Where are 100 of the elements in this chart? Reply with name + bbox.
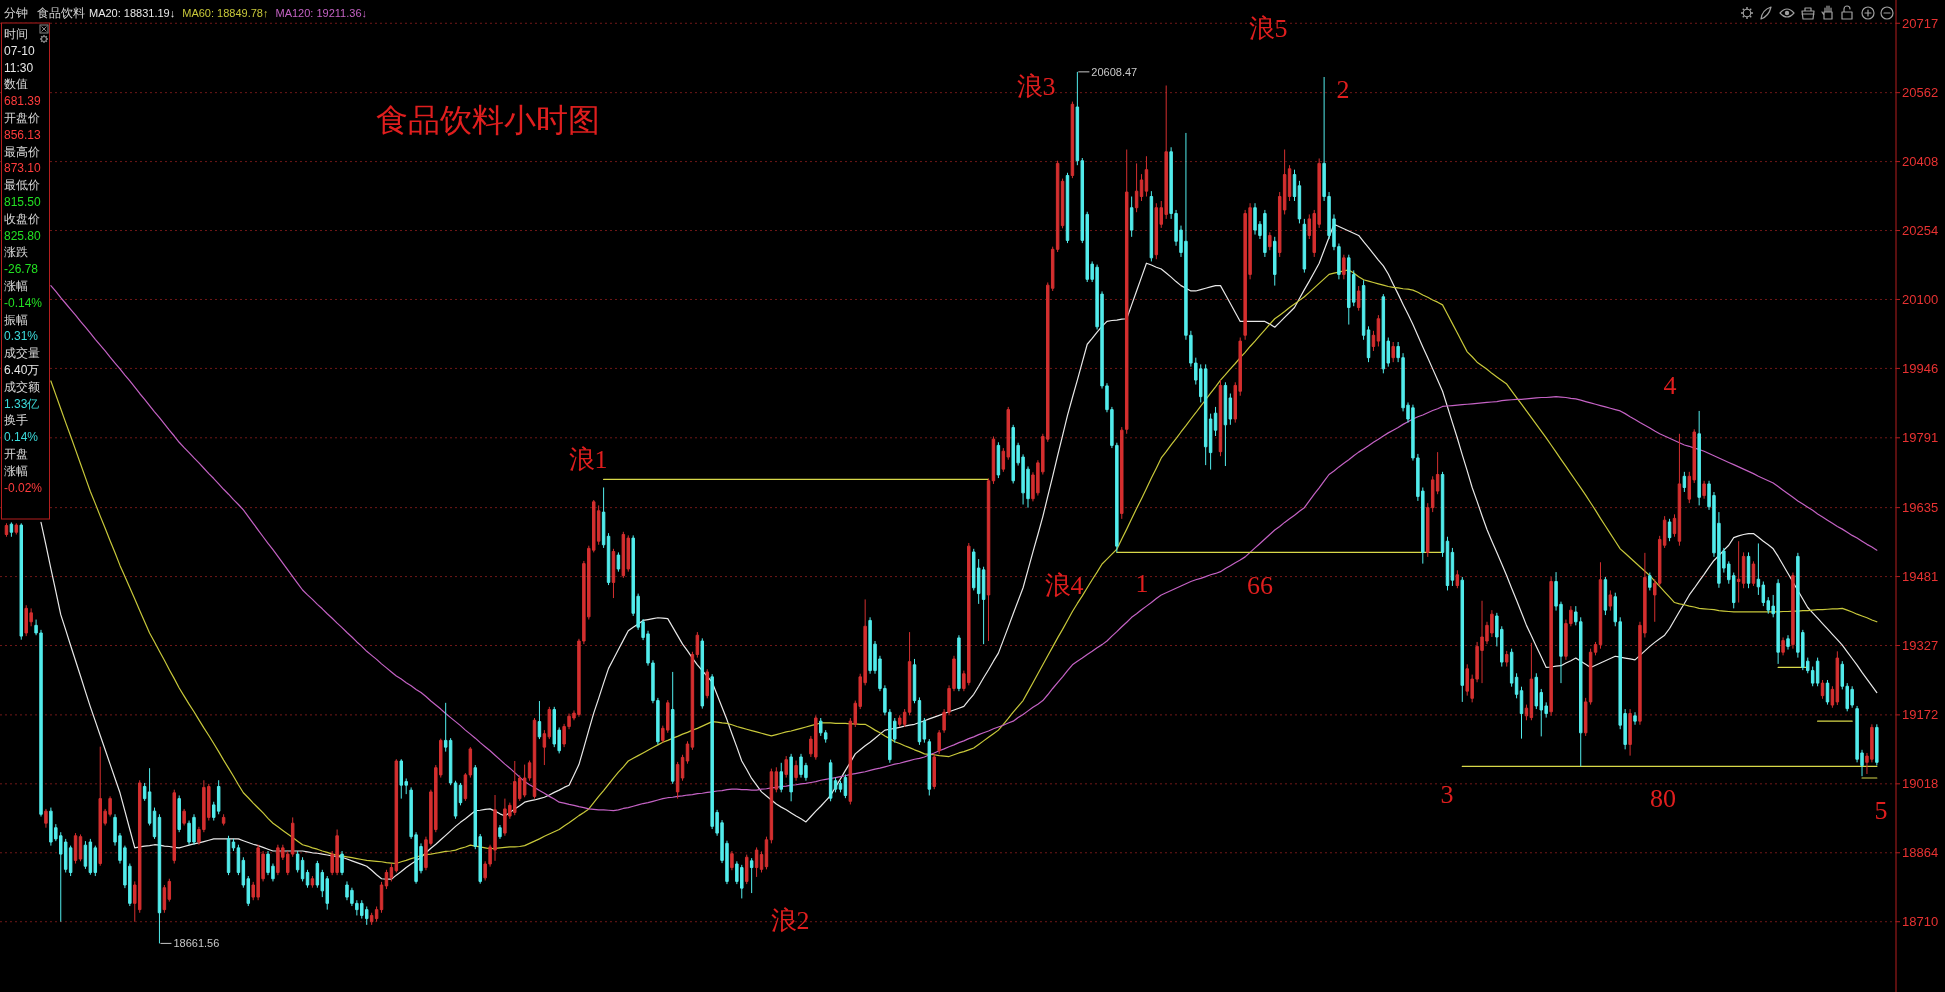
annotation: 20608.47 [1091, 65, 1138, 78]
y-tick-label: 20717 [1902, 15, 1939, 31]
candlestick [1460, 576, 1465, 703]
annotation: 815.50 [4, 195, 42, 209]
annotation: 涨幅 [4, 463, 28, 478]
candlestick [147, 767, 152, 826]
annotation: 3 [1440, 779, 1454, 809]
candlestick [1593, 641, 1598, 656]
annotation: 2 [1336, 74, 1350, 104]
annotation: 1.33亿 [4, 396, 40, 411]
annotation: 数值 [4, 77, 28, 92]
candlestick [1524, 704, 1529, 721]
y-tick-label: 18710 [1902, 914, 1939, 930]
candlestick [1677, 433, 1682, 547]
candlestick [1781, 636, 1785, 656]
y-tick-label: 19791 [1902, 430, 1939, 446]
annotation: 5 [1874, 795, 1888, 825]
candlestick [754, 846, 759, 878]
candlestick [932, 753, 936, 790]
candlestick [1450, 547, 1455, 587]
candlestick [1529, 642, 1534, 721]
candlestick [1875, 723, 1879, 766]
candlestick [1455, 569, 1460, 589]
text: 食品饮料小时图 [376, 102, 600, 138]
candlestick [1120, 426, 1124, 520]
candlestick [759, 850, 764, 873]
annotation: 振幅 [4, 312, 28, 327]
y-tick-label: 19635 [1902, 500, 1939, 516]
candlestick [73, 832, 78, 865]
candlestick [157, 813, 162, 944]
candlestick [1648, 572, 1652, 591]
candlestick [700, 637, 705, 710]
candlestick [601, 486, 606, 549]
candlestick [749, 857, 754, 894]
candlestick [685, 740, 690, 765]
annotation: 浪2 [770, 905, 810, 935]
candlestick [1203, 363, 1208, 466]
annotation: 成交量 [4, 346, 40, 361]
candlestick [88, 838, 93, 876]
candlestick [1682, 471, 1687, 493]
candlestick [4, 522, 9, 538]
annotation: 80 [1650, 783, 1676, 813]
annotation: 食品饮料 [37, 6, 85, 20]
candlestick [789, 753, 793, 802]
candlestick [19, 522, 24, 641]
candlestick [305, 869, 310, 889]
candlestick [784, 755, 788, 779]
candlestick [1139, 173, 1144, 202]
annotation: 换手 [4, 413, 28, 428]
candlestick [384, 869, 389, 890]
candlestick [1791, 572, 1795, 650]
candlestick [1633, 711, 1637, 726]
candlestick [1129, 196, 1134, 238]
candlestick [14, 522, 19, 535]
candlestick [1366, 325, 1371, 363]
annotation: 6.40万 [4, 363, 40, 377]
annotation: 825.80 [4, 228, 42, 243]
candlestick [1786, 634, 1790, 651]
candlestick [616, 551, 621, 573]
candlestick [1223, 381, 1228, 467]
candlestick [498, 824, 502, 840]
candlestick [912, 658, 917, 704]
annotation: 涨幅 [4, 279, 28, 293]
candlestick [1371, 330, 1376, 352]
annotation: 浪4 [1044, 570, 1084, 600]
y-tick-label: 19327 [1902, 638, 1939, 654]
annotation: 浪3 [1016, 71, 1056, 101]
annotation: 66 [1247, 570, 1273, 600]
candlestick [1124, 149, 1129, 435]
annotation: 681.39 [4, 94, 42, 109]
candlestick [957, 634, 961, 692]
candlestick [537, 700, 542, 740]
annotation: 18661.56 [173, 937, 220, 950]
candlestick [221, 813, 226, 826]
annotation: 开盘价 [4, 111, 40, 125]
candlestick [310, 875, 315, 889]
annotation: 最低价 [4, 178, 40, 193]
candlestick [611, 548, 616, 599]
annotation: 873.10 [4, 161, 42, 176]
y-tick-label: 19172 [1902, 707, 1939, 723]
annotation: 浪1 [568, 444, 608, 474]
candlestick [927, 738, 932, 796]
candlestick [1302, 218, 1307, 274]
candlestick [1825, 679, 1830, 706]
candlestick [779, 762, 783, 793]
candlestick [78, 833, 83, 862]
candlestick [1697, 410, 1701, 506]
candlestick [1549, 576, 1553, 717]
candlestick [1519, 686, 1524, 740]
text: MA60: 18849.78↑ [182, 7, 269, 19]
candlestick [937, 729, 941, 755]
candlestick [1746, 551, 1751, 589]
candlestick [744, 854, 749, 885]
candlestick [1134, 162, 1139, 213]
candlestick [843, 773, 848, 799]
annotation: 856.13 [4, 127, 42, 142]
annotation: 最高价 [4, 144, 40, 159]
annotation: 1 [1135, 568, 1149, 598]
text: MA120: 19211.36↓ [275, 7, 367, 19]
candlestick [1736, 540, 1741, 604]
